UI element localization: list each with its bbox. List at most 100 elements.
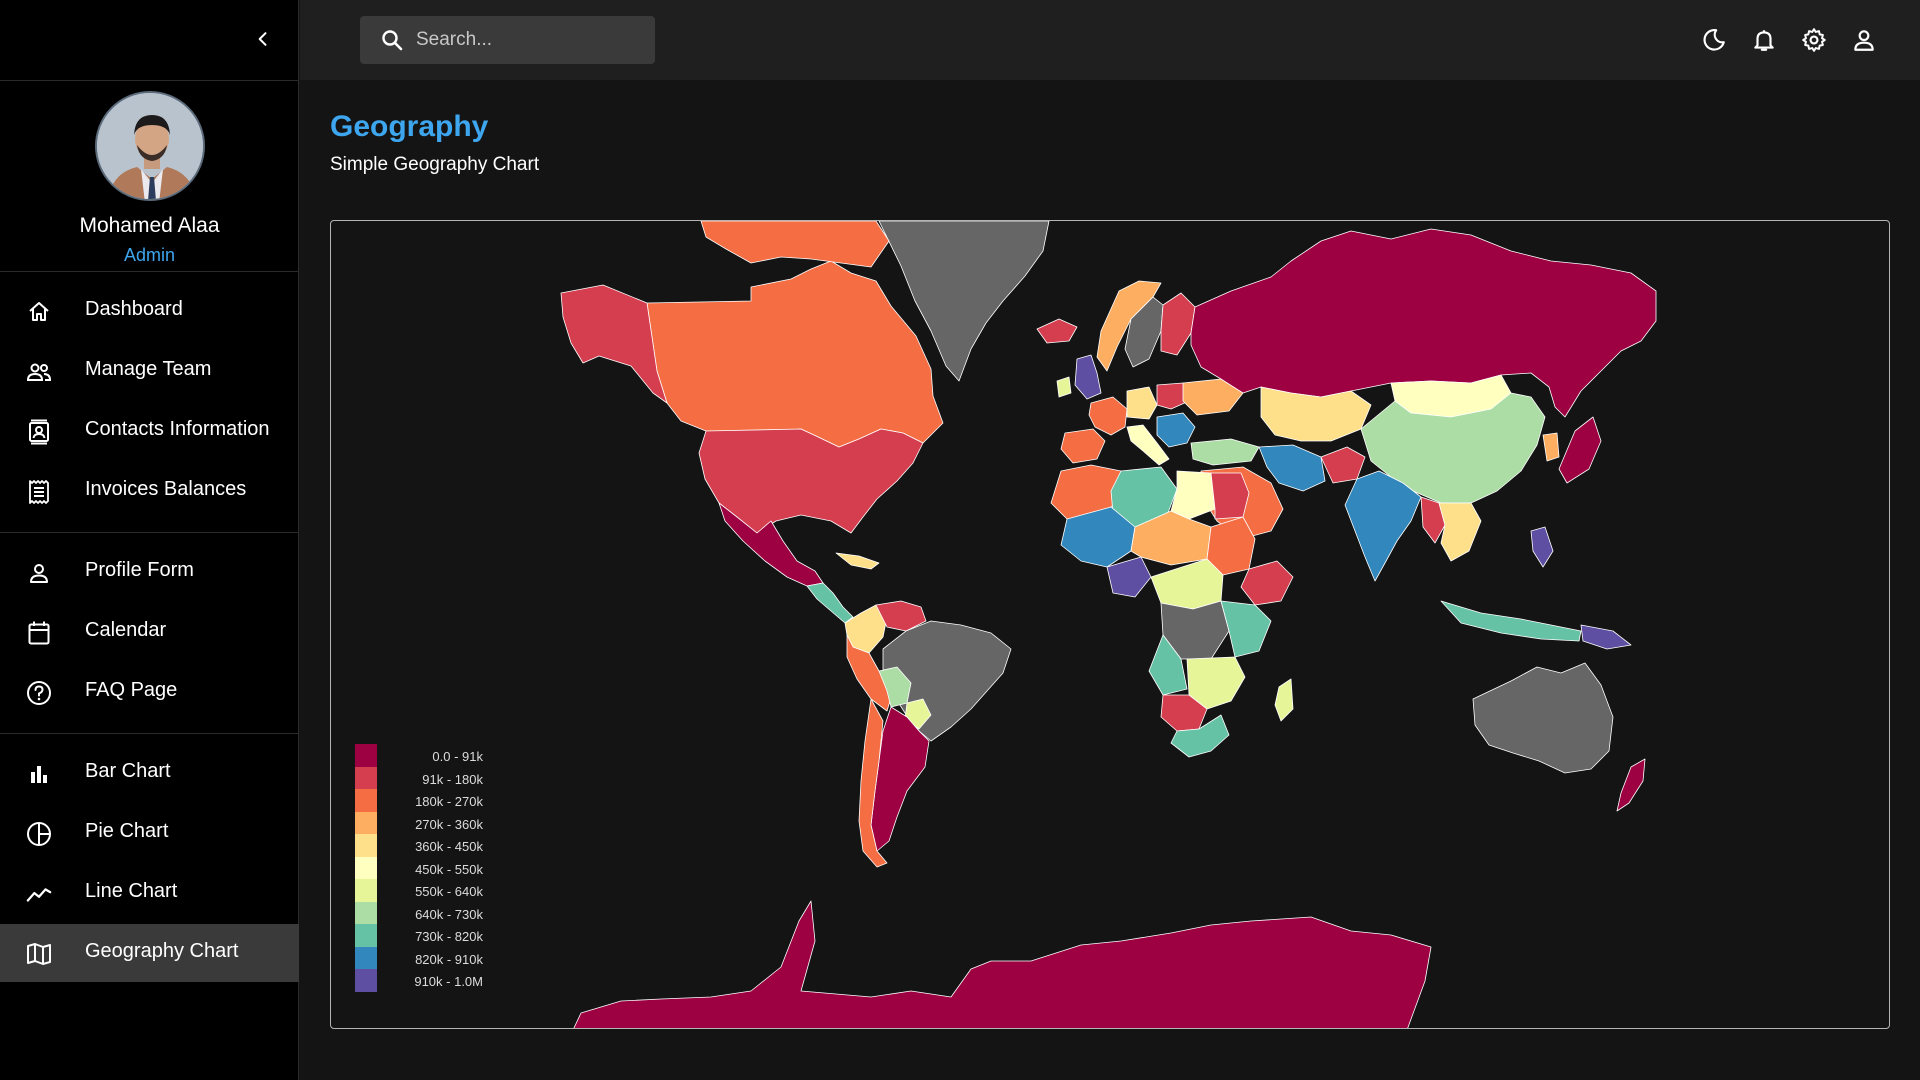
account-icon — [1854, 30, 1874, 51]
sidebar-item-label: Manage Team — [85, 358, 212, 380]
country-mali — [1060, 506, 1136, 568]
country-greenland — [878, 221, 1050, 382]
geography-chart: 0.0 - 91k 91k - 180k 180k - 270k 270k - 360… — [330, 220, 1890, 1029]
country-east-africa — [1220, 600, 1272, 658]
country-balkans — [1156, 412, 1196, 448]
sidebar-item-invoices-balances[interactable]: Invoices Balances — [0, 462, 299, 520]
country-iceland — [1036, 318, 1078, 344]
sidebar-item-label: Profile Form — [85, 559, 194, 581]
country-afghanistan — [1320, 446, 1366, 484]
legend-item: 360k - 450k — [355, 834, 495, 857]
country-sweden — [1124, 296, 1164, 368]
sidebar-item-bar-chart[interactable]: Bar Chart — [0, 744, 299, 802]
receipt-icon — [26, 479, 52, 505]
legend-label: 550k - 640k — [415, 884, 483, 899]
sidebar-item-faq-page[interactable]: FAQ Page — [0, 663, 299, 721]
legend-swatch — [355, 879, 377, 902]
country-canada — [646, 260, 944, 448]
legend-swatch — [355, 856, 377, 879]
legend-label: 640k - 730k — [415, 906, 483, 922]
pie-chart-icon — [26, 821, 52, 847]
legend-swatch — [355, 969, 377, 992]
country-antarctica — [573, 900, 1432, 1028]
country-norway — [1096, 280, 1162, 372]
legend-label: 270k - 360k — [415, 816, 483, 832]
sidebar-item-label: Calendar — [85, 619, 167, 641]
sidebar-item-label: Invoices Balances — [85, 478, 247, 500]
country-india — [1344, 470, 1422, 582]
legend-label: 360k - 450k — [415, 839, 483, 854]
country-uk — [1074, 354, 1102, 400]
country-south-africa — [1170, 714, 1230, 758]
legend-item: 450k - 550k — [355, 856, 495, 879]
map-legend: 0.0 - 91k 91k - 180k 180k - 270k 270k - 360… — [355, 744, 495, 992]
country-canada-islands — [700, 221, 890, 268]
legend-item: 640k - 730k — [355, 901, 495, 924]
search-icon[interactable] — [380, 28, 404, 52]
country-usa-alaska — [560, 284, 668, 404]
settings-icon — [1802, 28, 1826, 52]
sidebar-item-geography-chart[interactable]: Geography Chart — [0, 924, 299, 982]
map-icon — [26, 941, 52, 967]
country-australia — [1472, 662, 1614, 774]
sidebar-item-label: Pie Chart — [85, 820, 169, 842]
notifications-icon — [1754, 30, 1774, 51]
country-new-zealand — [1616, 758, 1646, 812]
sidebar-item-dashboard[interactable]: Dashboard — [0, 282, 299, 340]
legend-swatch — [355, 766, 377, 789]
divider — [0, 271, 299, 272]
country-central-africa — [1150, 558, 1224, 610]
settings-button[interactable] — [1800, 26, 1828, 54]
legend-label: 910k - 1.0M — [414, 974, 483, 989]
sidebar-item-line-chart[interactable]: Line Chart — [0, 864, 299, 922]
country-ireland — [1056, 376, 1072, 398]
sidebar-item-calendar[interactable]: Calendar — [0, 603, 299, 661]
sidebar-item-pie-chart[interactable]: Pie Chart — [0, 804, 299, 862]
calendar-icon — [26, 620, 52, 646]
legend-item: 270k - 360k — [355, 811, 495, 834]
legend-label: 0.0 - 91k — [432, 749, 483, 764]
chevron-left-icon — [258, 32, 267, 46]
sidebar-item-profile-form[interactable]: Profile Form — [0, 543, 299, 601]
notifications-button[interactable] — [1750, 26, 1778, 54]
sidebar-item-label: Geography Chart — [85, 940, 239, 962]
country-italy — [1126, 424, 1170, 466]
country-iran — [1258, 444, 1326, 492]
legend-label: 91k - 180k — [422, 771, 483, 787]
country-central-america — [806, 582, 854, 624]
country-germany — [1126, 386, 1158, 420]
legend-swatch — [355, 834, 377, 857]
legend-label: 450k - 550k — [415, 861, 483, 877]
line-chart-icon — [26, 881, 52, 907]
legend-item: 0.0 - 91k — [355, 744, 495, 767]
country-finland — [1160, 292, 1196, 356]
sidebar-item-label: FAQ Page — [85, 679, 178, 701]
country-venezuela — [875, 600, 927, 632]
people-icon — [26, 359, 52, 385]
country-poland — [1156, 382, 1190, 410]
legend-label: 820k - 910k — [415, 951, 483, 967]
legend-swatch — [355, 946, 377, 969]
divider — [0, 80, 299, 81]
person-icon — [26, 560, 52, 586]
country-ethiopia — [1240, 560, 1294, 606]
top-bar — [300, 0, 1920, 80]
country-libya — [1170, 470, 1216, 520]
collapse-sidebar-button[interactable] — [248, 24, 278, 54]
sidebar-item-manage-team[interactable]: Manage Team — [0, 342, 299, 400]
country-spain — [1060, 428, 1106, 464]
sidebar-item-label: Bar Chart — [85, 760, 171, 782]
sidebar-item-label: Line Chart — [85, 880, 178, 902]
country-papua — [1580, 624, 1632, 650]
user-name: Mohamed Alaa — [79, 214, 220, 237]
legend-item: 91k - 180k — [355, 766, 495, 789]
dark-mode-toggle-button[interactable] — [1700, 26, 1728, 54]
country-angola — [1148, 634, 1188, 696]
search-input[interactable] — [416, 24, 641, 56]
bar-chart-icon — [26, 761, 52, 787]
account-button[interactable] — [1850, 26, 1878, 54]
home-icon — [26, 299, 52, 325]
country-france — [1088, 396, 1128, 436]
sidebar-item-contacts-information[interactable]: Contacts Information — [0, 402, 299, 460]
sidebar: Mohamed Alaa Admin Dashboard Manage Team… — [0, 0, 299, 1080]
